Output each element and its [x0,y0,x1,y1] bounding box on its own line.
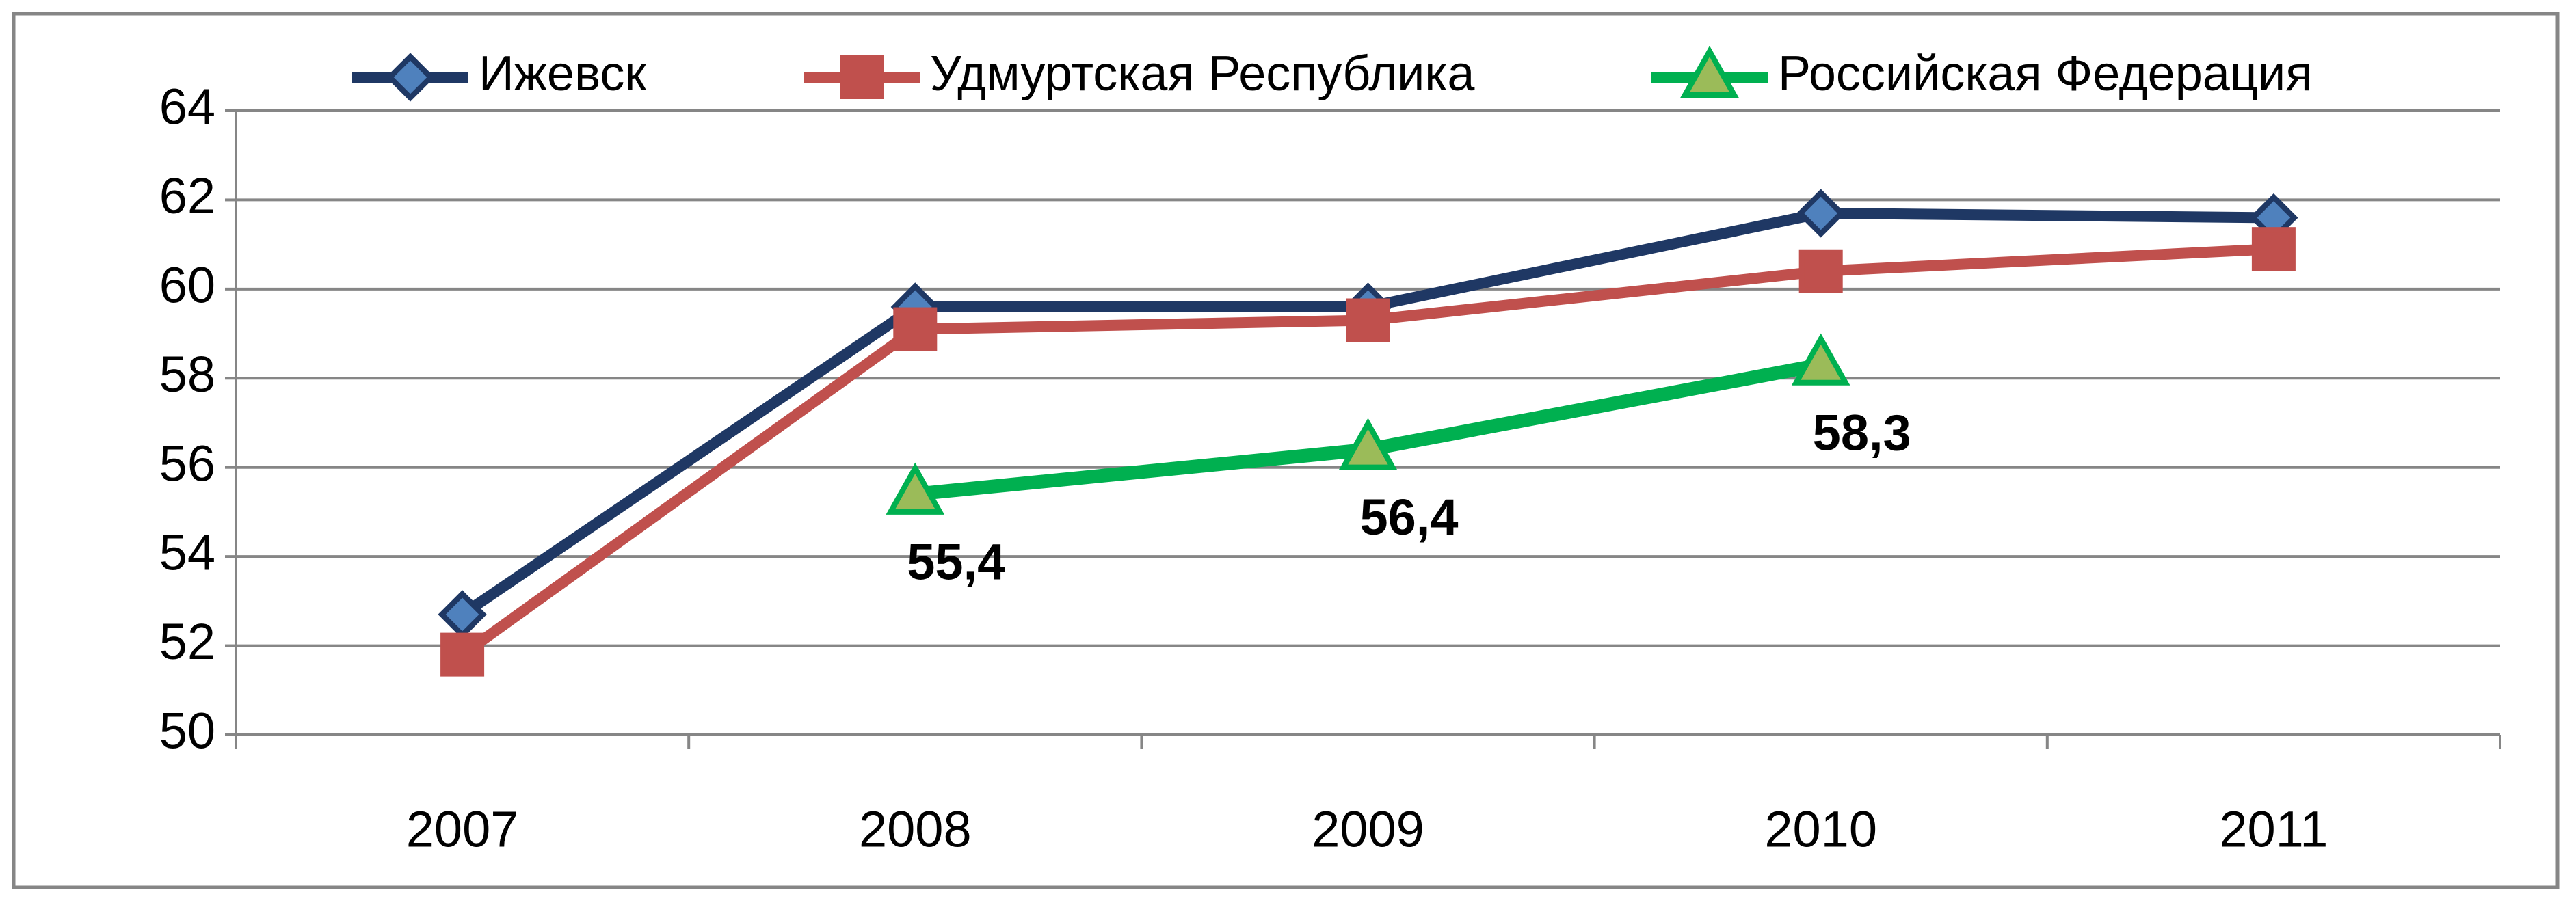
marker [1338,418,1398,470]
marker [1346,298,1390,342]
marker [440,632,485,677]
x-tick-label: 2010 [1764,801,1877,858]
chart-border [12,12,2560,889]
marker [386,53,435,102]
y-tick-label: 52 [159,613,215,670]
data-label: 56,4 [1359,489,1458,545]
data-label: 55,4 [907,533,1005,590]
marker [1798,249,1843,293]
marker [893,307,938,351]
x-tick-label: 2011 [2219,801,2328,858]
marker [1680,45,1739,98]
y-tick-label: 64 [159,79,215,135]
marker [2251,227,2296,271]
x-tick-label: 2008 [859,801,972,858]
marker [1796,189,1846,238]
y-tick-label: 60 [159,256,215,313]
x-tick-label: 2007 [406,801,519,858]
y-tick-label: 50 [159,703,215,759]
marker [840,55,884,99]
data-label: 58,3 [1813,404,1911,461]
marker [886,462,945,515]
x-tick-label: 2009 [1312,801,1424,858]
y-tick-label: 58 [159,346,215,403]
marker [1791,333,1850,386]
legend-label: Ижевск [479,46,646,101]
y-tick-label: 56 [159,435,215,491]
y-tick-label: 62 [159,167,215,224]
legend-label: Российская Федерация [1778,46,2312,101]
legend-label: Удмуртская Республика [930,46,1475,101]
y-tick-label: 54 [159,524,215,581]
